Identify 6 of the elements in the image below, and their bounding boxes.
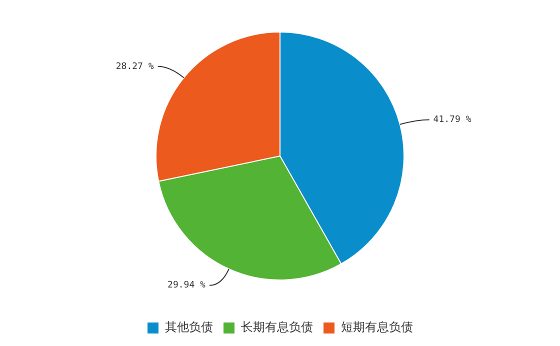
legend-label: 其他负债 [165,320,213,334]
data-label: 29.94 % [168,280,206,291]
legend-label: 长期有息负债 [241,320,313,334]
data-label: 41.79 % [433,115,472,126]
legend-label: 短期有息负债 [341,320,413,334]
data-label: 28.27 % [116,62,154,72]
